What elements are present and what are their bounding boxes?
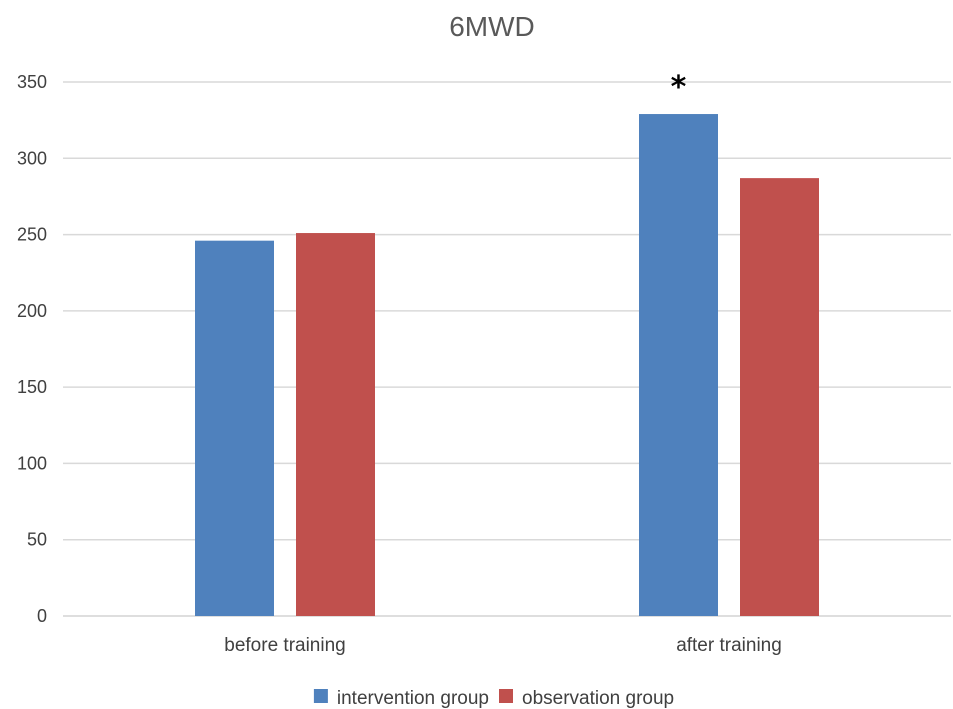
y-tick-label: 150: [17, 377, 47, 397]
chart-title: 6MWD: [449, 11, 535, 42]
y-tick-label: 0: [37, 606, 47, 626]
y-tick-label: 350: [17, 72, 47, 92]
legend-label: intervention group: [337, 688, 489, 709]
legend[interactable]: intervention group observation group: [313, 688, 674, 709]
legend-swatch-intervention-group: [313, 689, 328, 703]
bar-observation-group-before-training[interactable]: [296, 233, 375, 616]
legend-label: observation group: [522, 688, 674, 709]
x-axis-categories: before training after training: [224, 635, 782, 656]
y-tick-label: 300: [17, 148, 47, 168]
bar-observation-group-after-training[interactable]: [740, 178, 819, 616]
y-tick-label: 250: [17, 225, 47, 245]
y-tick-label: 100: [17, 453, 47, 473]
legend-swatch-observation-group: [499, 689, 513, 703]
x-category-label: after training: [676, 635, 782, 656]
y-axis-ticks: 0 50 100 150 200 250 300 350: [17, 72, 47, 626]
significance-asterisk: *: [671, 70, 687, 105]
y-tick-label: 200: [17, 301, 47, 321]
bar-intervention-group-before-training[interactable]: [195, 240, 274, 616]
x-category-label: before training: [224, 635, 345, 656]
annotations: *: [671, 70, 687, 105]
bars: [195, 114, 819, 616]
bar-intervention-group-after-training[interactable]: [639, 114, 718, 616]
y-tick-label: 50: [27, 530, 47, 550]
